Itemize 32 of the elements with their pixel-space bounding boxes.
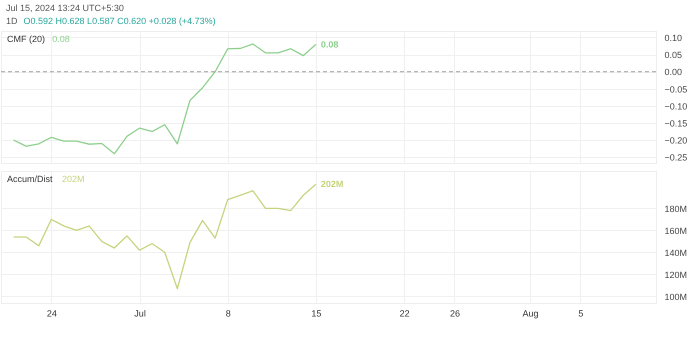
data-label: 0.08	[320, 39, 338, 50]
text: O0.592 H0.628 L0.587 C0.620 +0.028 (+4.73%)	[24, 16, 216, 26]
y-tick-label: 120M	[664, 270, 688, 280]
x-tick-label: Jul	[134, 308, 146, 318]
y-tick-label: −0.10	[664, 101, 688, 112]
y-tick-label: −0.20	[664, 136, 688, 146]
x-tick-label: 5	[578, 308, 584, 318]
text: 1D	[6, 16, 18, 26]
x-tick-label: 8	[226, 308, 231, 318]
line-series	[12, 43, 317, 154]
y-tick-label: 0.05	[664, 50, 682, 60]
line-series	[12, 184, 317, 290]
data-label: 202M	[320, 179, 344, 190]
x-tick-label: 24	[46, 308, 57, 318]
y-tick-label: 140M	[664, 248, 688, 258]
y-tick-label: 0.00	[664, 67, 682, 78]
text: Accum/Dist	[7, 174, 54, 184]
x-tick-label: Aug	[522, 308, 539, 318]
y-tick-label: 180M	[664, 204, 688, 214]
text: CMF (20)	[7, 34, 45, 44]
x-tick-label: 26	[450, 308, 460, 318]
y-tick-label: −0.15	[664, 118, 688, 128]
text: 0.08	[52, 34, 70, 44]
y-tick-label: −0.25	[664, 152, 688, 163]
text: 202M	[62, 174, 85, 184]
y-tick-label: 100M	[664, 292, 688, 302]
y-tick-label: 160M	[664, 226, 688, 236]
x-tick-label: 22	[400, 308, 410, 318]
y-tick-label: −0.05	[664, 84, 688, 94]
text: Jul 15, 2024 13:24 UTC+5:30	[6, 3, 124, 13]
y-tick-label: 0.10	[664, 32, 682, 43]
x-tick-label: 15	[311, 308, 322, 318]
